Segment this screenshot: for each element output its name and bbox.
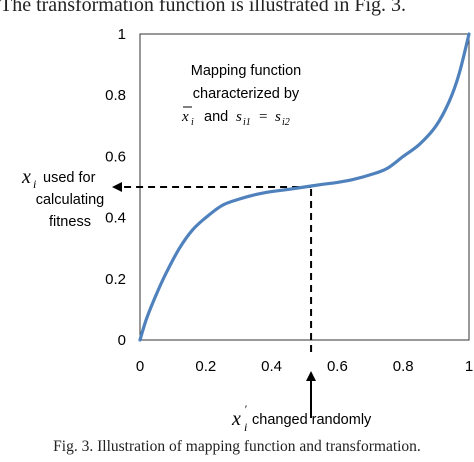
y-tick-label: 0: [118, 332, 126, 349]
formula-sub-i: i: [191, 117, 194, 128]
figure-caption: Fig. 3. Illustration of mapping function…: [53, 438, 421, 455]
left-label: x i used for calculating fitness: [21, 166, 104, 230]
y-tick-label: 1: [118, 26, 126, 43]
bottom-label-prime: ': [244, 402, 247, 416]
body-text-line: The transformation function is illustrat…: [0, 0, 407, 16]
x-tick-label: 0: [136, 358, 144, 375]
x-tick-label: 0.6: [327, 358, 348, 375]
x-tick-label: 0.8: [393, 358, 414, 375]
x-tick-label: 1: [465, 358, 473, 375]
left-label-x: x: [21, 166, 31, 188]
x-tick-label: 0.4: [261, 358, 282, 375]
annotation-formula: x i and s i1 = s i2: [181, 106, 290, 128]
formula-sub-i1: i1: [243, 117, 251, 128]
formula-s2: s: [275, 109, 281, 125]
y-tick-label: 0.4: [105, 210, 126, 227]
bottom-label: x i ' changed randomly: [231, 402, 372, 434]
formula-eq: =: [259, 109, 267, 125]
y-tick-labels: 0 0.2 0.4 0.6 0.8 1: [105, 26, 126, 349]
bottom-label-sub-i: i: [244, 420, 247, 434]
y-tick-label: 0.6: [105, 148, 126, 165]
annotation-line-2: characterized by: [193, 86, 300, 102]
bottom-label-x: x: [231, 408, 241, 430]
formula-s1: s: [236, 109, 242, 125]
mapping-curve: [138, 32, 471, 342]
formula-and: and: [204, 109, 228, 125]
left-label-line-1: used for: [43, 170, 96, 186]
left-label-line-2: calculating: [36, 192, 105, 208]
annotation-box: Mapping function characterized by x i an…: [181, 63, 301, 128]
x-tick-label: 0.2: [195, 358, 216, 375]
annotation-line-1: Mapping function: [191, 63, 301, 79]
formula-xbar: x: [181, 109, 189, 125]
y-tick-label: 0.2: [105, 271, 126, 288]
formula-sub-i2: i2: [282, 117, 290, 128]
left-label-sub-i: i: [33, 177, 36, 191]
left-label-line-3: fitness: [49, 214, 91, 230]
bottom-label-text: changed randomly: [252, 412, 372, 428]
y-tick-label: 0.8: [105, 87, 126, 104]
x-tick-labels: 0 0.2 0.4 0.6 0.8 1: [136, 358, 473, 375]
